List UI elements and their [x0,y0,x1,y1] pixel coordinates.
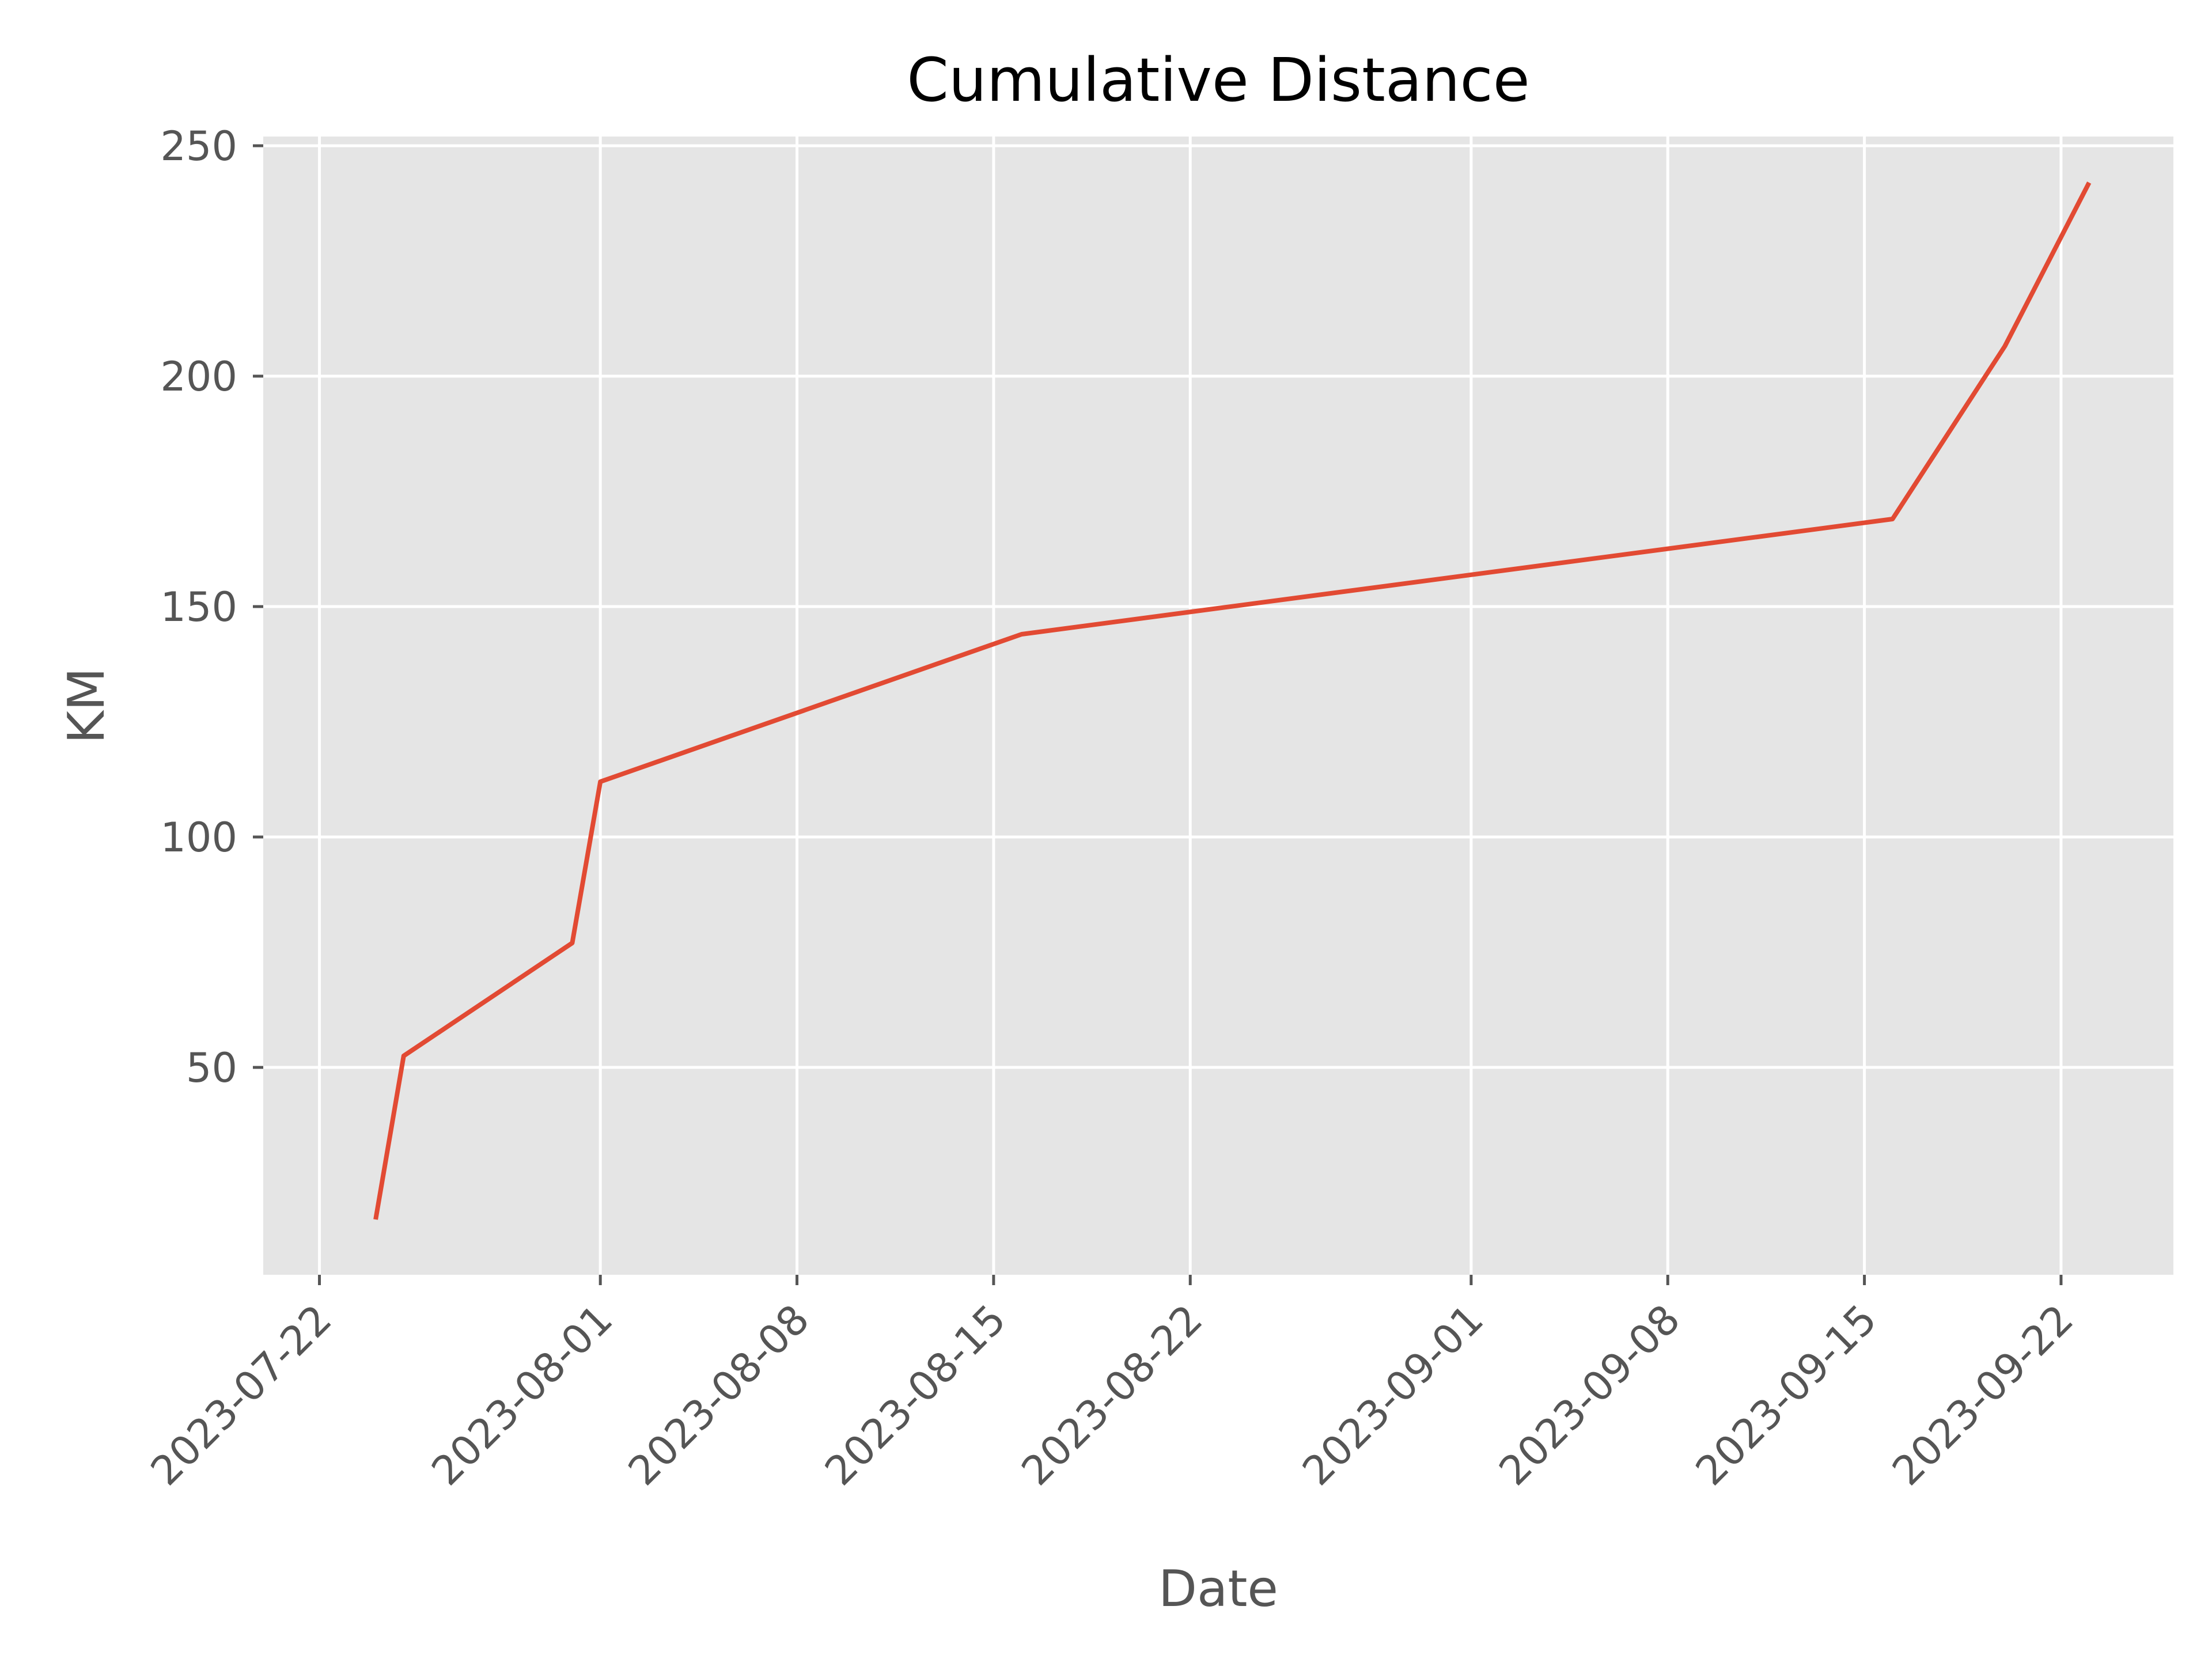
y-axis-label: KM [57,668,116,744]
x-tick-label: 2023-08-01 [423,1296,622,1495]
x-tick-label: 2023-09-15 [1687,1296,1886,1495]
x-tick-label: 2023-09-01 [1293,1296,1493,1495]
y-tick-label: 150 [160,584,237,631]
x-tick-label: 2023-09-22 [1883,1296,2082,1495]
series-line [373,181,2092,1220]
y-tick-label: 100 [160,814,237,861]
chart-title: Cumulative Distance [907,45,1529,115]
series [373,181,2092,1220]
y-tick-label: 50 [186,1044,237,1092]
y-tick-label: 250 [160,123,237,170]
x-tick-label: 2023-07-22 [142,1296,341,1495]
x-tick-label: 2023-08-15 [816,1296,1015,1495]
x-tick-label: 2023-08-22 [1013,1296,1212,1495]
x-axis-label: Date [1158,1559,1278,1618]
grid [263,137,2173,1275]
x-tick-label: 2023-09-08 [1490,1296,1690,1495]
x-tick-label: 2023-08-08 [619,1296,819,1495]
y-tick-label: 200 [160,353,237,400]
plot-area [263,137,2173,1275]
